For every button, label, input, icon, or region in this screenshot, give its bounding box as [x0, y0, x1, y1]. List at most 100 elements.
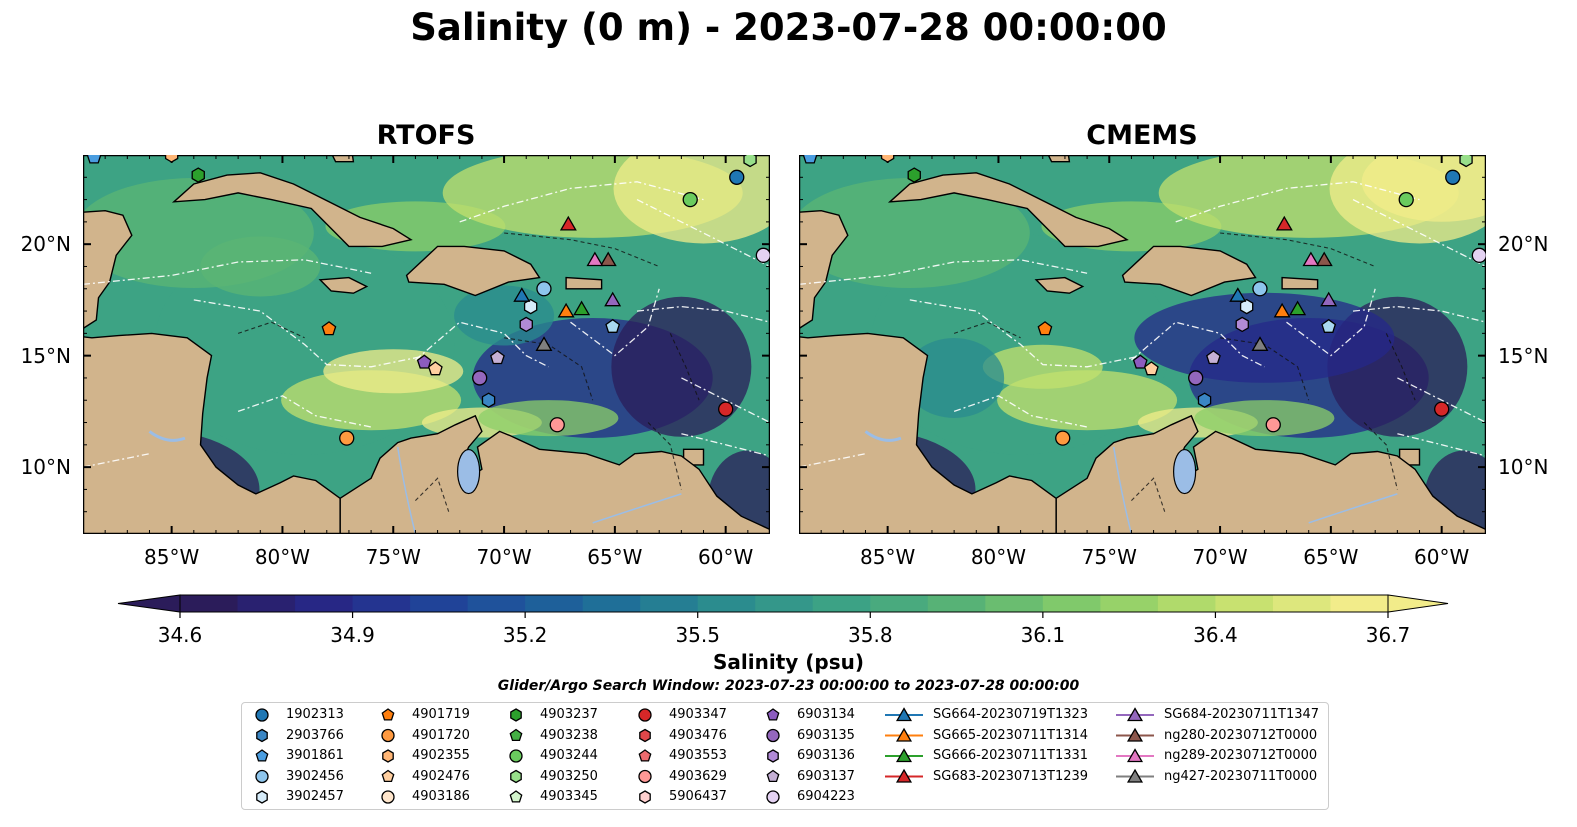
legend-marker-4903250	[510, 769, 522, 784]
platform-marker-6903137	[490, 350, 505, 365]
legend-marker-4903553	[638, 749, 652, 762]
lat-tick-label-left: 10°N	[20, 455, 71, 480]
platform-marker-6903134	[416, 354, 432, 369]
legend-entry-label: 4903347	[669, 707, 727, 722]
platform-marker-4903250	[743, 155, 757, 168]
platform-marker-3902456	[536, 281, 552, 297]
platform-marker-1902313	[1445, 169, 1461, 185]
lon-tick-label-rtofs: 65°W	[587, 545, 643, 569]
legend-entry-label: 2903766	[286, 727, 344, 743]
colorbar-tick-label: 36.7	[1366, 623, 1411, 647]
platform-marker-ng289-20230712T0000	[586, 251, 604, 267]
salinity-patch	[478, 400, 619, 437]
colorbar-segment	[985, 595, 1044, 612]
legend-entry-label: 4902355	[412, 748, 470, 763]
platform-marker-ng427-20230711T0000	[1251, 336, 1269, 351]
platform-marker-3902457	[523, 298, 538, 315]
bathymetry-contour	[237, 321, 305, 339]
legend-marker-4903347	[638, 708, 652, 722]
platform-marker-SG666-20230711T1331	[573, 300, 591, 316]
platform-marker-4901720	[339, 430, 355, 446]
legend-entry-label: 1902313	[286, 707, 344, 722]
land-south-america	[339, 414, 770, 534]
platform-marker-4903250	[1459, 155, 1473, 168]
colorbar-tick-label: 35.5	[675, 623, 720, 647]
colorbar-segment	[180, 595, 239, 612]
legend-marker-SG683-20230713T1239	[895, 768, 913, 783]
platform-marker-4903238-a	[605, 318, 621, 333]
legend-marker-5906437	[639, 790, 651, 804]
legend-entry-label: 5906437	[669, 789, 727, 804]
eez-boundary	[1352, 199, 1486, 268]
salinity-patch	[611, 296, 752, 437]
search-window-caption: Glider/Argo Search Window: 2023-07-23 00…	[497, 678, 1080, 694]
land-puerto-rico	[1281, 276, 1319, 290]
colorbar-tick-label: 36.4	[1193, 623, 1238, 647]
platform-marker-4903238-a	[1321, 318, 1337, 333]
platform-marker-SG665-20230711T1314	[557, 302, 575, 318]
legend-marker-6904223	[766, 790, 780, 804]
map-panel-rtofs	[83, 155, 770, 534]
platform-marker-4903629	[1265, 417, 1281, 433]
colorbar-extend-max	[1387, 594, 1449, 613]
river	[592, 493, 682, 524]
panel-title-rtofs: RTOFS	[376, 120, 476, 151]
eez-boundary	[83, 453, 150, 468]
land-bahamas-a	[331, 155, 355, 163]
map-frame	[799, 155, 1486, 534]
eez-boundary	[570, 288, 660, 357]
legend-entry-label: SG664-20230719T1323	[933, 707, 1089, 722]
platform-marker-4901719	[1037, 321, 1053, 336]
map-panel-cmems	[799, 155, 1486, 534]
platform-marker-4902355	[164, 155, 179, 163]
legend-entry-label: 4902476	[412, 768, 470, 784]
colorbar-segment	[295, 595, 354, 612]
platform-marker-SG664-20230719T1323	[1229, 287, 1247, 302]
eez-boundary	[193, 299, 427, 368]
eez-boundary	[799, 453, 866, 468]
colorbar-segment	[1042, 595, 1101, 612]
legend-entry-label: 4903244	[540, 748, 598, 763]
eez-boundary	[909, 299, 1143, 368]
platform-marker-SG684-20230711T1347	[1320, 291, 1338, 307]
colorbar-segment	[525, 595, 584, 612]
lat-tick-label-left: 20°N	[20, 232, 71, 257]
salinity-patch	[904, 337, 1005, 418]
platform-marker-ng280-20230712T0000	[1315, 251, 1333, 267]
platform-legend: 1902313 2903766 3901861 3902456 3902457 49017…	[241, 702, 1329, 810]
land-hispaniola	[405, 245, 541, 297]
colorbar-segment	[1330, 595, 1389, 612]
colorbar-tick-label: 35.8	[848, 623, 893, 647]
legend-marker-4901719	[381, 708, 395, 721]
colorbar-tick-label: 34.9	[330, 623, 375, 647]
legend-entry-label: 3902456	[286, 768, 344, 784]
lon-tick-label-cmems: 65°W	[1303, 545, 1359, 569]
legend-marker-SG665-20230711T1314	[895, 727, 913, 742]
platform-marker-4903244	[1398, 191, 1414, 208]
land-jamaica	[1034, 276, 1085, 294]
platform-marker-6903136	[1235, 316, 1249, 333]
land-puerto-rico	[565, 276, 603, 290]
legend-entry-label: 4903476	[669, 727, 727, 743]
colorbar: 34.6 34.9 35.2 35.5 35.8 36.1 36.4 36.7	[117, 594, 1449, 647]
colorbar-segment	[237, 595, 296, 612]
colorbar-segment	[927, 595, 986, 612]
colorbar-tick-label: 36.1	[1021, 623, 1066, 647]
eez-boundary	[83, 259, 372, 285]
legend-entry-label: 4903237	[540, 707, 598, 722]
platform-marker-4903629	[549, 417, 565, 433]
eez-boundary	[1175, 181, 1420, 223]
land-south-america	[1055, 414, 1486, 534]
colorbar-extend-min	[117, 594, 181, 613]
legend-entry-label: 6903137	[797, 768, 855, 784]
lon-tick-label-cmems: 75°W	[1081, 545, 1137, 569]
platform-marker-ng280-20230712T0000	[599, 251, 617, 267]
legend-marker-ng427-20230711T0000	[1126, 768, 1144, 783]
legend-entry-label: 4901720	[412, 727, 470, 743]
platform-marker-ng427-20230711T0000	[535, 336, 553, 351]
lon-tick-label-cmems: 85°W	[860, 545, 916, 569]
river	[396, 446, 417, 534]
river	[1308, 493, 1398, 524]
lat-tick-label-right: 10°N	[1498, 455, 1549, 480]
land-cuba	[171, 172, 413, 248]
